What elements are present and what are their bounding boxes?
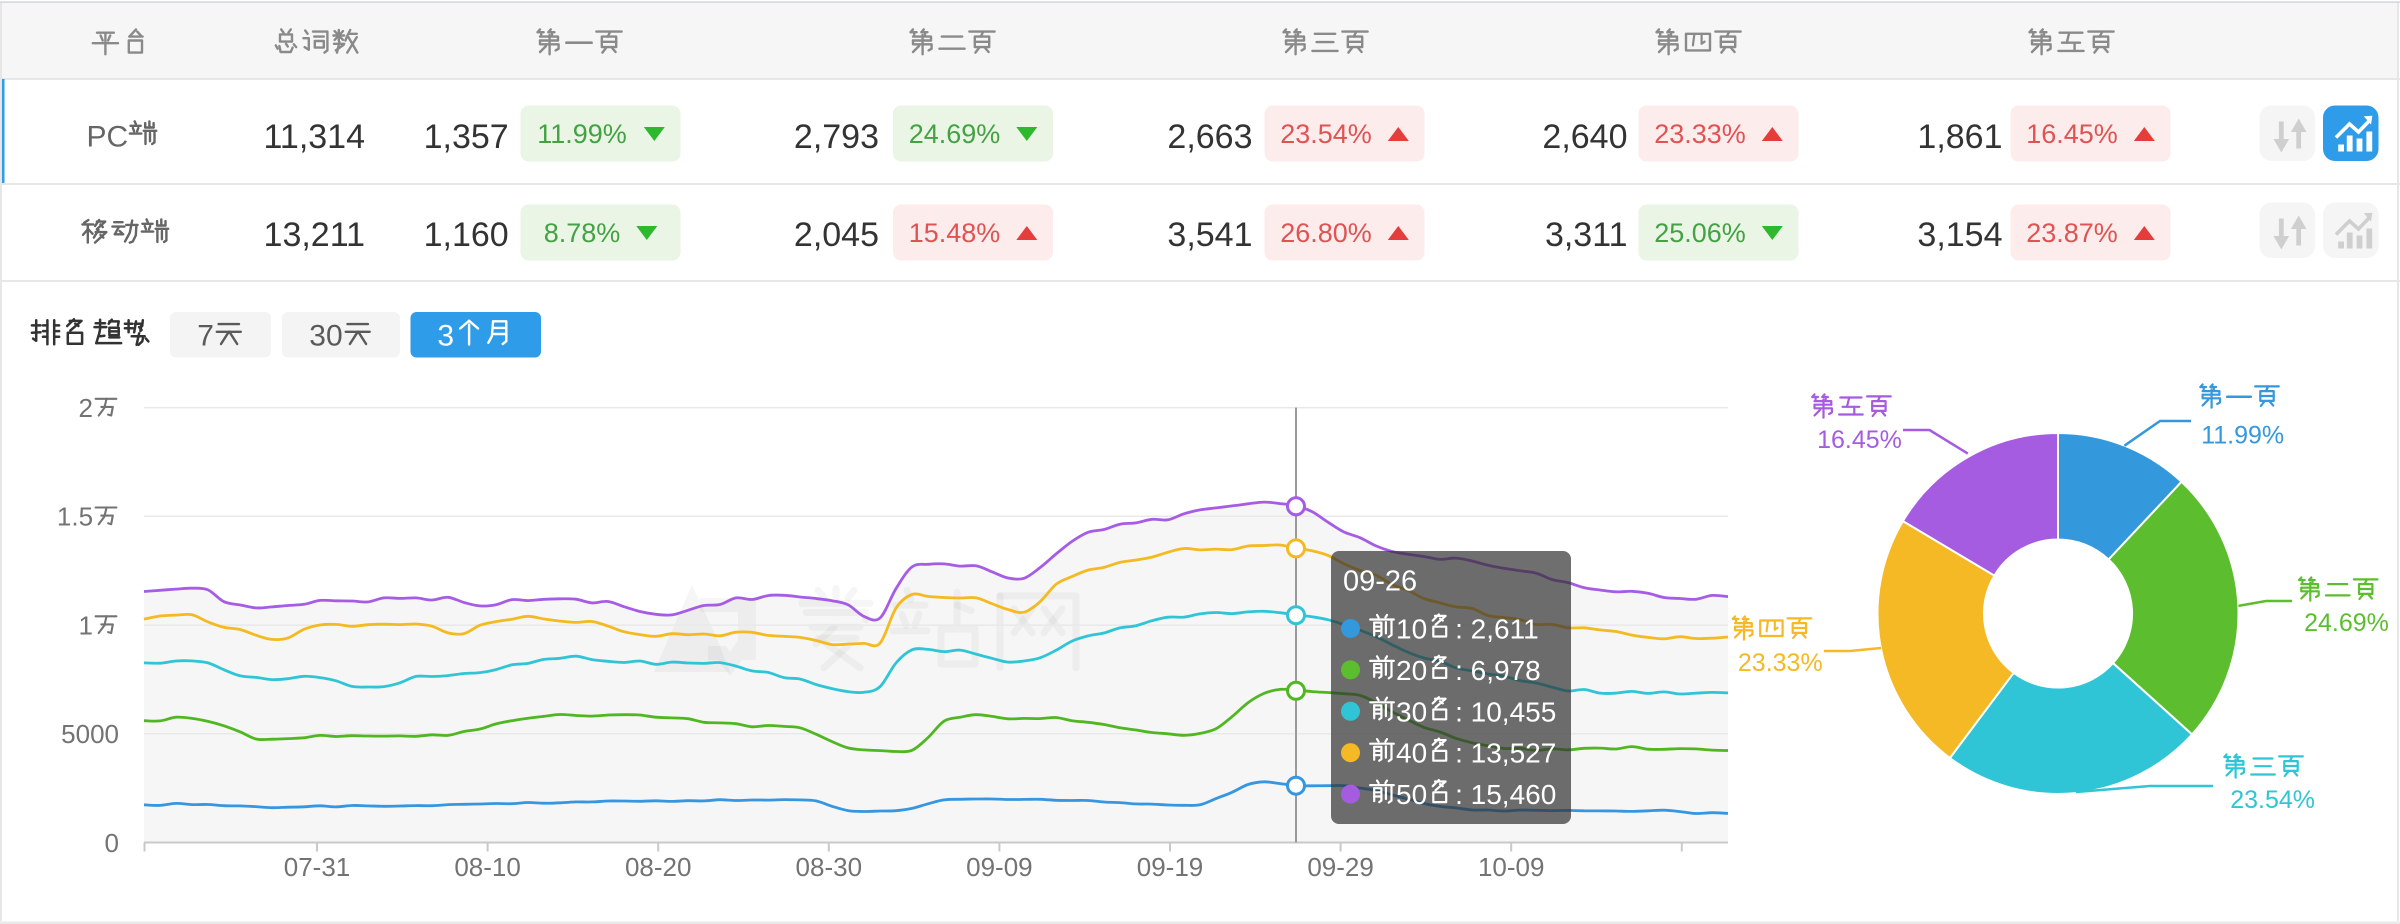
svg-text:50: 50 xyxy=(1396,779,1427,810)
svg-text:10-09: 10-09 xyxy=(1478,852,1545,882)
svg-text:20: 20 xyxy=(1396,655,1427,686)
svg-text:11.99%: 11.99% xyxy=(537,119,627,149)
svg-text:23.54%: 23.54% xyxy=(1280,119,1372,149)
svg-text:16.45%: 16.45% xyxy=(1817,426,1902,454)
svg-text:23.87%: 23.87% xyxy=(2026,218,2118,248)
svg-text:08-30: 08-30 xyxy=(796,852,863,882)
svg-text:26.80%: 26.80% xyxy=(1280,218,1372,248)
svg-text:1,160: 1,160 xyxy=(424,216,509,254)
svg-text:3,541: 3,541 xyxy=(1167,216,1252,254)
svg-text:24.69%: 24.69% xyxy=(909,119,1001,149)
svg-text:PC: PC xyxy=(87,121,129,154)
svg-text:40: 40 xyxy=(1396,738,1427,769)
svg-text:2,045: 2,045 xyxy=(794,216,879,254)
svg-text:08-20: 08-20 xyxy=(625,852,692,882)
svg-text:: 15,460: : 15,460 xyxy=(1455,779,1556,810)
svg-text:10: 10 xyxy=(1396,614,1427,645)
svg-text:30: 30 xyxy=(309,320,342,353)
svg-text:11,314: 11,314 xyxy=(264,118,365,156)
svg-text:08-10: 08-10 xyxy=(454,852,521,882)
svg-text:24.69%: 24.69% xyxy=(2304,609,2389,637)
svg-text:25.06%: 25.06% xyxy=(1654,218,1746,248)
svg-text:: 6,978: : 6,978 xyxy=(1455,655,1541,686)
svg-text:2,793: 2,793 xyxy=(794,118,879,156)
svg-text:: 13,527: : 13,527 xyxy=(1455,738,1556,769)
svg-text:1.5: 1.5 xyxy=(57,502,93,532)
svg-text:23.54%: 23.54% xyxy=(2230,786,2315,814)
svg-text:1,357: 1,357 xyxy=(424,118,509,156)
svg-text:1: 1 xyxy=(79,610,93,640)
svg-text:3,311: 3,311 xyxy=(1545,216,1628,254)
svg-text:7: 7 xyxy=(197,320,214,353)
svg-text:30: 30 xyxy=(1396,696,1427,727)
svg-text:09-19: 09-19 xyxy=(1137,852,1204,882)
svg-text:15.48%: 15.48% xyxy=(909,218,1001,248)
svg-text:1,861: 1,861 xyxy=(1917,118,2002,156)
svg-text:13,211: 13,211 xyxy=(264,216,365,254)
svg-text:11.99%: 11.99% xyxy=(2201,421,2284,449)
svg-text:09-26: 09-26 xyxy=(1343,565,1417,597)
svg-text:16.45%: 16.45% xyxy=(2026,119,2118,149)
svg-text:2,640: 2,640 xyxy=(1542,118,1627,156)
svg-text:: 10,455: : 10,455 xyxy=(1455,696,1556,727)
svg-text:2: 2 xyxy=(79,393,93,423)
svg-text:: 2,611: : 2,611 xyxy=(1455,614,1539,645)
svg-text:09-09: 09-09 xyxy=(966,852,1033,882)
svg-text:2,663: 2,663 xyxy=(1167,118,1252,156)
svg-text:0: 0 xyxy=(105,828,119,858)
svg-text:8.78%: 8.78% xyxy=(544,218,621,248)
svg-text:5000: 5000 xyxy=(61,719,119,749)
svg-text:07-31: 07-31 xyxy=(284,852,351,882)
svg-text:23.33%: 23.33% xyxy=(1738,649,1823,677)
svg-text:23.33%: 23.33% xyxy=(1654,119,1746,149)
svg-text:3,154: 3,154 xyxy=(1917,216,2002,254)
svg-text:09-29: 09-29 xyxy=(1307,852,1374,882)
svg-text:3: 3 xyxy=(437,320,454,353)
